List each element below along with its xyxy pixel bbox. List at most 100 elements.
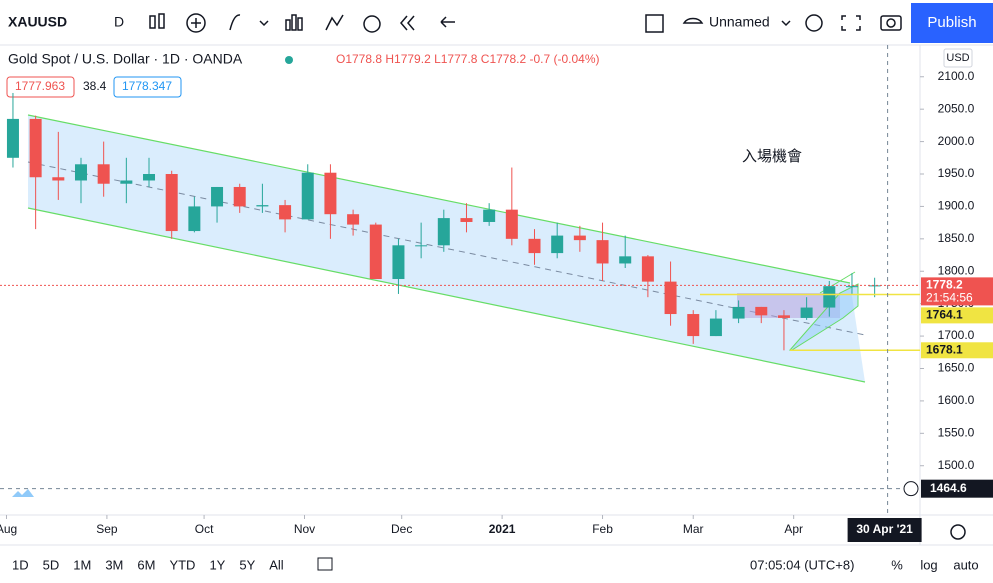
candle-body <box>324 172 337 215</box>
candle-body <box>97 164 110 184</box>
toolbar <box>0 0 993 45</box>
price-label-box <box>921 342 993 359</box>
x-tick-label: Dec <box>391 522 412 536</box>
range-button[interactable]: 5D <box>43 557 60 572</box>
channel-top <box>27 114 851 284</box>
interval[interactable]: D <box>114 14 124 30</box>
currency: USD <box>946 52 969 64</box>
candle-body <box>460 218 473 222</box>
range-button[interactable]: 6M <box>137 557 155 572</box>
candle-body <box>483 209 496 222</box>
logo <box>12 489 34 497</box>
crosshair-plus[interactable] <box>903 481 919 497</box>
spread: 38.4 <box>83 79 107 93</box>
candle-body <box>596 240 609 264</box>
candle-body <box>619 256 632 264</box>
x-tick-label: Nov <box>294 522 315 536</box>
candle-body <box>755 306 768 316</box>
candle-body <box>823 286 836 308</box>
range-button[interactable]: 1D <box>12 557 29 572</box>
candle-body <box>233 186 246 207</box>
channel-fill <box>28 115 865 382</box>
range-button[interactable]: YTD <box>169 557 195 572</box>
candle-body <box>392 245 405 280</box>
publish-button[interactable] <box>911 3 993 43</box>
ask-box[interactable] <box>113 76 182 98</box>
y-tick-label: 1850.0 <box>938 231 975 245</box>
candle-body <box>641 256 654 282</box>
symbol[interactable]: XAUUSD <box>8 14 67 30</box>
y-tick-label: 1600.0 <box>938 393 975 407</box>
status-dot <box>285 56 293 64</box>
candle-body <box>52 177 65 181</box>
candle-body <box>777 315 790 318</box>
candle-body <box>437 218 450 246</box>
candle-body <box>664 281 677 315</box>
price-label-box <box>921 277 993 306</box>
candle-body <box>165 174 178 232</box>
clock: 07:05:04 (UTC+8) <box>750 557 854 572</box>
range-button[interactable]: All <box>269 557 284 572</box>
range-button[interactable]: 3M <box>105 557 123 572</box>
candle-body <box>709 318 722 337</box>
candle-body <box>188 206 201 232</box>
legend-title: Gold Spot / U.S. Dollar · 1D · OANDA <box>8 51 243 67</box>
plot-area <box>27 114 866 383</box>
candle-body <box>143 174 156 181</box>
candle-body <box>800 307 813 318</box>
candle-body <box>347 214 360 225</box>
legend-ohlc: O1778.8 H1779.2 L1777.8 C1778.2 -0.7 (-0… <box>336 52 600 66</box>
percent-toggle[interactable]: % <box>891 557 903 572</box>
candle-body <box>369 224 382 280</box>
candle-body <box>6 118 19 158</box>
annotation: 入場機會 <box>742 148 802 165</box>
candle-body <box>279 205 292 220</box>
date-range-icon[interactable] <box>317 557 333 571</box>
candle-body <box>74 164 87 181</box>
x-tick-label: Feb <box>592 522 613 536</box>
y-tick-label: 2000.0 <box>938 134 975 148</box>
crosshair-y-label: 1464.6 <box>930 481 967 495</box>
candle-body <box>687 314 700 337</box>
ask: 1778.347 <box>122 79 172 93</box>
bid-box[interactable] <box>6 76 75 98</box>
candle-body <box>551 235 564 254</box>
range-button[interactable]: 5Y <box>239 557 255 572</box>
candle-body <box>415 245 428 247</box>
y-tick-label: 1700.0 <box>938 328 975 342</box>
candle-body <box>732 306 745 319</box>
y-tick-label: 2050.0 <box>938 101 975 115</box>
candle-body <box>29 118 42 178</box>
x-tick-label: Aug <box>0 522 17 536</box>
x-tick-label: Apr <box>784 522 803 536</box>
price-label: 1764.1 <box>926 308 963 322</box>
candle-body <box>120 180 133 184</box>
candle-body <box>573 235 586 241</box>
channel-bottom <box>27 207 866 383</box>
candle-body <box>256 205 269 207</box>
toolbar-icons[interactable] <box>149 13 902 33</box>
crosshair-x-box <box>847 518 922 542</box>
crosshair-x-label: 30 Apr '21 <box>856 522 913 536</box>
auto-toggle[interactable]: auto <box>953 557 978 572</box>
y-tick-label: 1650.0 <box>938 361 975 375</box>
layout-name[interactable]: Unnamed <box>709 14 770 30</box>
candle-body <box>211 186 224 207</box>
price-label: 1678.1 <box>926 342 963 356</box>
x-tick-label: Sep <box>96 522 118 536</box>
log-toggle[interactable]: log <box>920 557 937 572</box>
range-button[interactable]: 1Y <box>209 557 225 572</box>
candle-body <box>505 209 518 239</box>
publish-label[interactable]: Publish <box>927 14 976 31</box>
crosshair-y-box <box>921 479 993 498</box>
x-tick-label: Oct <box>195 522 214 536</box>
currency-box[interactable] <box>943 48 973 68</box>
bid: 1777.963 <box>15 79 65 93</box>
y-tick-label: 2100.0 <box>938 69 975 83</box>
settings-icon[interactable] <box>950 524 966 540</box>
y-tick-label: 1800.0 <box>938 263 975 277</box>
y-tick-label: 1500.0 <box>938 458 975 472</box>
range-button[interactable]: 1M <box>73 557 91 572</box>
